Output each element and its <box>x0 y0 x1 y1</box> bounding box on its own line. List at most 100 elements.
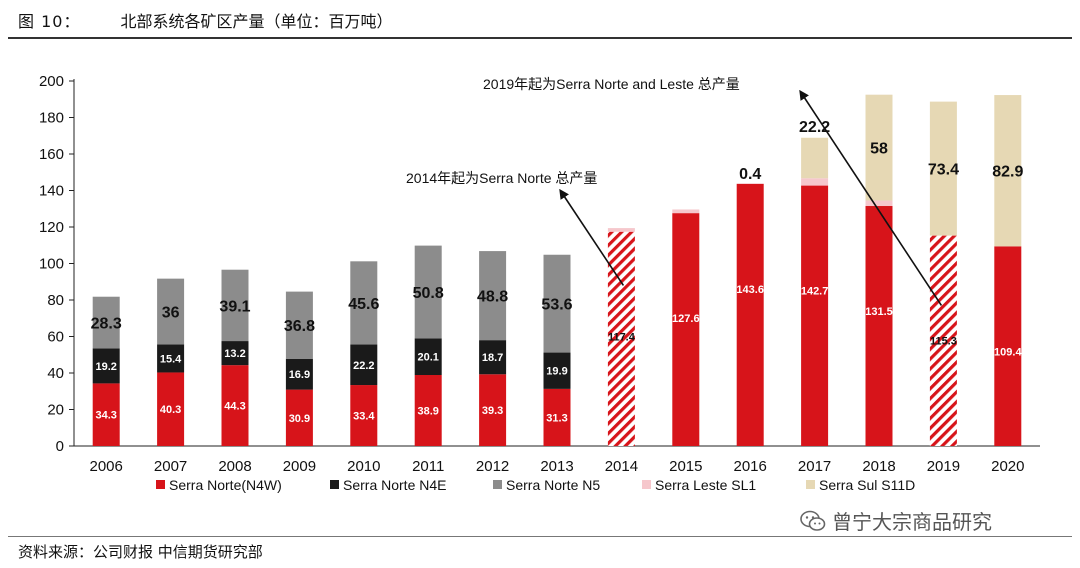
data-label-n4e: 13.2 <box>224 348 245 360</box>
data-label-n5: 36 <box>162 304 180 321</box>
bar-n4w <box>736 183 764 446</box>
data-label-n5: 53.6 <box>541 297 572 314</box>
x-tick-label: 2012 <box>476 458 509 475</box>
x-tick-label: 2013 <box>540 458 573 475</box>
data-label-n4e: 22.2 <box>353 360 374 372</box>
data-label-n5: 28.3 <box>91 316 122 333</box>
bar-n4e <box>350 344 378 386</box>
bar-s11d <box>865 94 893 201</box>
bar-n5 <box>543 254 571 353</box>
x-tick-label: 2007 <box>154 458 187 475</box>
bar-n4w <box>672 213 700 446</box>
bar-n5 <box>221 269 249 342</box>
x-tick-label: 2019 <box>927 458 960 475</box>
legend-swatch-n4e <box>330 480 339 489</box>
bar-n4e <box>92 348 120 384</box>
bar-n5 <box>92 296 120 349</box>
bar-n4w <box>929 235 957 446</box>
figure-title: 北部系统各矿区产量（单位：百万吨） <box>120 12 393 31</box>
x-tick-label: 2017 <box>798 458 831 475</box>
data-label-n5: 36.8 <box>284 318 315 335</box>
y-tick-label: 60 <box>47 329 64 346</box>
bar-n4w <box>543 388 571 446</box>
bar-sl1 <box>865 200 893 207</box>
bar-sl1 <box>607 228 635 232</box>
bar-n4w <box>994 246 1022 446</box>
bar-n4w <box>221 365 249 446</box>
data-label-n4w: 30.9 <box>289 413 310 425</box>
bar-sl1 <box>672 209 700 214</box>
y-tick-label: 120 <box>39 219 64 236</box>
bar-sl1 <box>736 183 764 184</box>
data-label-n4w: 39.3 <box>482 405 503 417</box>
bar-n4e <box>414 338 442 376</box>
legend-label-s11d: Serra Sul S11D <box>819 477 915 493</box>
x-tick-label: 2014 <box>605 458 638 475</box>
x-tick-label: 2009 <box>283 458 316 475</box>
data-label-n4w: 109.4 <box>994 346 1022 358</box>
data-label-n5: 45.6 <box>348 296 379 313</box>
y-tick-label: 180 <box>39 110 64 127</box>
data-label-n4e: 18.7 <box>482 352 503 364</box>
data-label-n5: 39.1 <box>219 298 250 315</box>
top-rule <box>8 37 1072 39</box>
data-label-s11d: 73.4 <box>928 162 959 179</box>
annotation-2019-text: 2019年起为Serra Norte and Leste 总产量 <box>483 76 740 92</box>
bar-sl1 <box>801 178 829 186</box>
x-tick-label: 2018 <box>862 458 895 475</box>
bar-n4e <box>479 340 507 375</box>
bar-n4w <box>285 389 313 446</box>
data-label-s11d: 22.2 <box>799 119 830 136</box>
bar-n4w <box>479 374 507 446</box>
legend-label-sl1: Serra Leste SL1 <box>655 477 756 493</box>
bar-n4w <box>414 375 442 446</box>
y-tick-label: 0 <box>56 438 64 455</box>
watermark: 曾宁大宗商品研究 <box>800 506 992 535</box>
y-tick-label: 80 <box>47 292 64 309</box>
data-label-n4e: 15.4 <box>160 353 182 365</box>
y-tick-label: 160 <box>39 146 64 163</box>
bar-n4w <box>350 385 378 446</box>
bar-s11d <box>801 137 829 179</box>
bar-layer <box>92 94 1022 446</box>
data-label-n4e: 19.9 <box>546 366 567 378</box>
data-label-n4w: 115.3 <box>930 336 957 348</box>
x-tick-label: 2011 <box>412 458 444 475</box>
data-label-s11d: 82.9 <box>992 164 1023 181</box>
data-label-n5: 50.8 <box>413 285 444 302</box>
bar-n4w <box>801 185 829 446</box>
figure-title-row: 图 10： 北部系统各矿区产量（单位：百万吨） <box>18 6 392 34</box>
bar-n4w <box>865 206 893 446</box>
data-label-n5: 48.8 <box>477 289 508 306</box>
bar-n5 <box>414 245 442 339</box>
annotation-layer: 2014年起为Serra Norte 总产量 2019年起为Serra Norte… <box>406 76 943 306</box>
data-label-n4e: 20.1 <box>417 352 438 364</box>
legend-swatch-s11d <box>806 480 815 489</box>
watermark-text: 曾宁大宗商品研究 <box>832 510 992 534</box>
data-label-n4w: 33.4 <box>353 411 375 423</box>
bar-n4e <box>285 358 313 390</box>
stacked-bar-chart: 0 20 40 60 80 100 120 140 160 180 200 2006 2007 2008 2… <box>39 73 1040 493</box>
legend: Serra Norte(N4W) Serra Norte N4E Serra Nor… <box>156 477 915 493</box>
x-tick-label: 2016 <box>734 458 767 475</box>
legend-label-n4e: Serra Norte N4E <box>343 477 446 493</box>
x-tick-label: 2006 <box>90 458 123 475</box>
legend-label-n4w: Serra Norte(N4W) <box>169 477 282 493</box>
legend-label-n5: Serra Norte N5 <box>506 477 600 493</box>
data-label-s11d: 58 <box>870 141 888 158</box>
y-tick-label: 100 <box>39 256 64 273</box>
data-label-n4w: 143.6 <box>736 284 764 296</box>
legend-swatch-sl1 <box>642 480 651 489</box>
bar-n4w <box>157 372 185 446</box>
data-label-n4e: 16.9 <box>289 369 310 381</box>
annotation-2019-arrow <box>799 89 943 306</box>
x-tick-label: 2020 <box>991 458 1024 475</box>
source-note: 资料来源：公司财报 中信期货研究部 <box>18 543 263 561</box>
data-label-n4w: 117.4 <box>608 332 636 344</box>
x-tick-label: 2008 <box>218 458 251 475</box>
legend-swatch-n5 <box>493 480 502 489</box>
bar-n5 <box>350 261 378 345</box>
bar-n4w <box>92 383 120 446</box>
x-tick-label: 2015 <box>669 458 702 475</box>
data-label-n4w: 40.3 <box>160 404 181 416</box>
